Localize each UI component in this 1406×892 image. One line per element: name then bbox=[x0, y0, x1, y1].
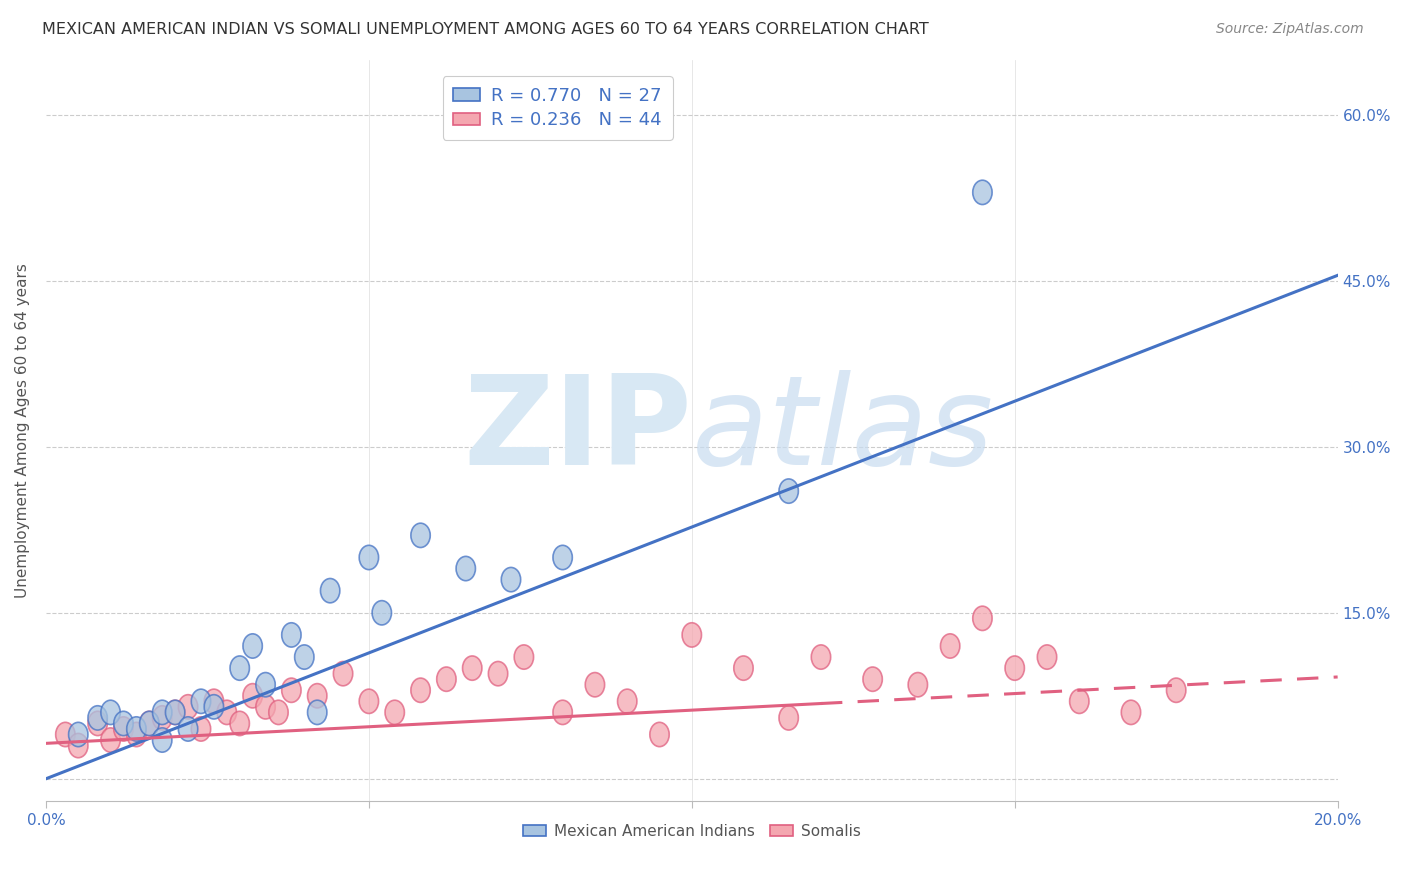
Ellipse shape bbox=[779, 479, 799, 503]
Ellipse shape bbox=[456, 557, 475, 581]
Ellipse shape bbox=[114, 717, 134, 741]
Ellipse shape bbox=[779, 706, 799, 730]
Ellipse shape bbox=[231, 656, 249, 681]
Ellipse shape bbox=[359, 690, 378, 714]
Ellipse shape bbox=[385, 700, 405, 724]
Ellipse shape bbox=[256, 695, 276, 719]
Ellipse shape bbox=[69, 723, 89, 747]
Y-axis label: Unemployment Among Ages 60 to 64 years: Unemployment Among Ages 60 to 64 years bbox=[15, 263, 30, 598]
Ellipse shape bbox=[308, 700, 328, 724]
Ellipse shape bbox=[139, 711, 159, 736]
Ellipse shape bbox=[295, 645, 314, 669]
Ellipse shape bbox=[321, 579, 340, 603]
Ellipse shape bbox=[243, 683, 263, 708]
Ellipse shape bbox=[69, 733, 89, 757]
Ellipse shape bbox=[89, 711, 107, 736]
Ellipse shape bbox=[734, 656, 754, 681]
Ellipse shape bbox=[373, 600, 391, 625]
Ellipse shape bbox=[166, 700, 184, 724]
Ellipse shape bbox=[152, 706, 172, 730]
Ellipse shape bbox=[863, 667, 883, 691]
Ellipse shape bbox=[269, 700, 288, 724]
Ellipse shape bbox=[243, 634, 263, 658]
Text: ZIP: ZIP bbox=[463, 370, 692, 491]
Text: Source: ZipAtlas.com: Source: ZipAtlas.com bbox=[1216, 22, 1364, 37]
Ellipse shape bbox=[941, 634, 960, 658]
Ellipse shape bbox=[139, 711, 159, 736]
Ellipse shape bbox=[281, 678, 301, 702]
Ellipse shape bbox=[191, 690, 211, 714]
Ellipse shape bbox=[553, 545, 572, 570]
Ellipse shape bbox=[179, 717, 198, 741]
Ellipse shape bbox=[411, 524, 430, 548]
Ellipse shape bbox=[179, 695, 198, 719]
Ellipse shape bbox=[811, 645, 831, 669]
Ellipse shape bbox=[281, 623, 301, 647]
Ellipse shape bbox=[1005, 656, 1025, 681]
Legend: Mexican American Indians, Somalis: Mexican American Indians, Somalis bbox=[517, 818, 866, 845]
Ellipse shape bbox=[411, 678, 430, 702]
Ellipse shape bbox=[973, 607, 993, 631]
Ellipse shape bbox=[127, 717, 146, 741]
Ellipse shape bbox=[585, 673, 605, 697]
Ellipse shape bbox=[463, 656, 482, 681]
Ellipse shape bbox=[89, 706, 107, 730]
Ellipse shape bbox=[333, 662, 353, 686]
Ellipse shape bbox=[617, 690, 637, 714]
Ellipse shape bbox=[973, 180, 993, 204]
Ellipse shape bbox=[101, 700, 121, 724]
Ellipse shape bbox=[1038, 645, 1057, 669]
Ellipse shape bbox=[166, 700, 184, 724]
Ellipse shape bbox=[127, 723, 146, 747]
Ellipse shape bbox=[204, 695, 224, 719]
Ellipse shape bbox=[437, 667, 456, 691]
Text: MEXICAN AMERICAN INDIAN VS SOMALI UNEMPLOYMENT AMONG AGES 60 TO 64 YEARS CORRELA: MEXICAN AMERICAN INDIAN VS SOMALI UNEMPL… bbox=[42, 22, 929, 37]
Ellipse shape bbox=[650, 723, 669, 747]
Ellipse shape bbox=[359, 545, 378, 570]
Ellipse shape bbox=[217, 700, 236, 724]
Ellipse shape bbox=[204, 690, 224, 714]
Ellipse shape bbox=[515, 645, 533, 669]
Ellipse shape bbox=[191, 717, 211, 741]
Ellipse shape bbox=[553, 700, 572, 724]
Ellipse shape bbox=[1070, 690, 1090, 714]
Ellipse shape bbox=[1167, 678, 1185, 702]
Ellipse shape bbox=[908, 673, 928, 697]
Ellipse shape bbox=[308, 683, 328, 708]
Ellipse shape bbox=[114, 711, 134, 736]
Ellipse shape bbox=[152, 700, 172, 724]
Ellipse shape bbox=[682, 623, 702, 647]
Text: atlas: atlas bbox=[692, 370, 994, 491]
Ellipse shape bbox=[231, 711, 249, 736]
Ellipse shape bbox=[101, 728, 121, 752]
Ellipse shape bbox=[1121, 700, 1140, 724]
Ellipse shape bbox=[488, 662, 508, 686]
Ellipse shape bbox=[256, 673, 276, 697]
Ellipse shape bbox=[152, 728, 172, 752]
Ellipse shape bbox=[502, 567, 520, 591]
Ellipse shape bbox=[56, 723, 75, 747]
